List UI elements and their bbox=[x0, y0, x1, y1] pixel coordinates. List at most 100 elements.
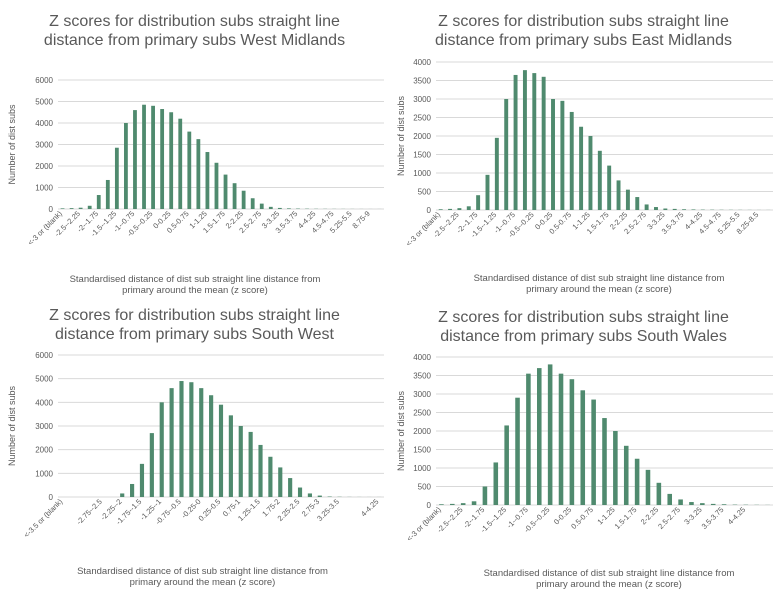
y-tick-label: 500 bbox=[418, 483, 432, 492]
x-tick-label: <-3 or (blank) bbox=[405, 505, 443, 543]
bar bbox=[560, 100, 565, 210]
bar bbox=[160, 109, 165, 209]
y-tick-label: 0 bbox=[427, 501, 432, 510]
bar bbox=[105, 179, 110, 209]
x-tick-label: 0.25-0.5 bbox=[197, 497, 223, 523]
bar bbox=[588, 136, 593, 210]
bar bbox=[448, 208, 453, 210]
bar bbox=[268, 206, 273, 209]
chart-east-midlands: Z scores for distribution subs straight … bbox=[389, 0, 778, 296]
y-tick-label: 2000 bbox=[35, 162, 53, 171]
bar bbox=[124, 123, 128, 209]
bar bbox=[278, 467, 283, 497]
y-tick-label: 2500 bbox=[413, 114, 431, 123]
bar bbox=[179, 381, 184, 497]
y-tick-label: 3000 bbox=[35, 141, 53, 150]
y-tick-label: 1500 bbox=[413, 151, 431, 160]
bar bbox=[277, 207, 282, 209]
bar bbox=[96, 195, 101, 209]
bar bbox=[476, 195, 481, 210]
bar bbox=[218, 404, 224, 497]
bar bbox=[532, 73, 537, 210]
y-tick-label: 1000 bbox=[413, 464, 431, 473]
x-tick-label: 3.5-3.75 bbox=[700, 505, 726, 531]
bar bbox=[60, 208, 65, 209]
y-tick-label: 1500 bbox=[413, 446, 431, 455]
y-tick-label: 0 bbox=[49, 493, 54, 502]
bar bbox=[307, 493, 312, 497]
bar bbox=[634, 458, 640, 505]
bar bbox=[450, 503, 455, 505]
bar bbox=[591, 399, 596, 505]
bar bbox=[597, 150, 602, 210]
bar bbox=[268, 456, 273, 497]
bar bbox=[151, 105, 155, 209]
bar bbox=[120, 493, 125, 497]
bar bbox=[258, 444, 263, 497]
bar bbox=[522, 70, 527, 210]
bar bbox=[515, 397, 520, 505]
y-tick-label: 1000 bbox=[35, 184, 53, 193]
bar bbox=[297, 487, 303, 497]
bar bbox=[133, 110, 137, 209]
bar bbox=[602, 418, 607, 505]
y-tick-label: 3500 bbox=[413, 77, 431, 86]
bar bbox=[663, 208, 668, 210]
bar bbox=[460, 503, 466, 505]
x-axis-title: Standardised distance of dist sub straig… bbox=[77, 566, 328, 588]
bar bbox=[78, 207, 83, 209]
y-tick-label: 4000 bbox=[413, 58, 431, 67]
y-tick-label: 1000 bbox=[413, 169, 431, 178]
bar bbox=[232, 183, 237, 209]
bar bbox=[625, 189, 630, 210]
x-axis-title: Standardised distance of dist sub straig… bbox=[473, 273, 725, 295]
bar bbox=[579, 126, 584, 210]
bar bbox=[494, 137, 499, 210]
bar bbox=[485, 174, 490, 210]
bar bbox=[654, 207, 658, 210]
y-tick-label: 5000 bbox=[35, 98, 53, 107]
bar bbox=[710, 503, 716, 505]
x-tick-label: 2.5-2.75 bbox=[656, 505, 682, 531]
y-tick-label: 5000 bbox=[35, 375, 53, 384]
bar bbox=[205, 152, 210, 209]
x-tick-label: 2.25-2.5 bbox=[276, 497, 302, 523]
bar bbox=[139, 463, 145, 497]
y-tick-label: 0 bbox=[427, 206, 432, 215]
chart-title: Z scores for distribution subs straight … bbox=[435, 13, 732, 49]
bar bbox=[196, 139, 201, 209]
chart-south-west: Z scores for distribution subs straight … bbox=[0, 296, 389, 591]
bar bbox=[580, 390, 586, 505]
y-tick-label: 3000 bbox=[35, 422, 53, 431]
chart-title: Z scores for distribution subs straight … bbox=[43, 13, 346, 49]
bar bbox=[493, 462, 499, 505]
bar bbox=[214, 162, 219, 209]
x-tick-label: 4-4.25 bbox=[726, 505, 747, 526]
bar bbox=[149, 433, 154, 497]
bar bbox=[69, 208, 74, 209]
x-tick-label: 1.5-1.75 bbox=[613, 505, 639, 531]
bar bbox=[569, 111, 574, 210]
bar bbox=[623, 445, 629, 505]
bar bbox=[551, 99, 555, 210]
y-tick-label: 2500 bbox=[413, 409, 431, 418]
bar bbox=[238, 426, 243, 497]
y-tick-label: 6000 bbox=[35, 76, 53, 85]
bar bbox=[228, 415, 233, 497]
bar bbox=[526, 373, 531, 505]
bar bbox=[607, 165, 612, 210]
x-tick-label: 0.5-0.75 bbox=[569, 505, 595, 531]
bar bbox=[613, 431, 618, 505]
x-tick-label: 3.25-3.5 bbox=[315, 497, 341, 523]
bar bbox=[700, 503, 705, 505]
y-axis-title: Number of dist subs bbox=[7, 385, 17, 466]
y-tick-label: 1000 bbox=[35, 469, 53, 478]
y-tick-label: 3500 bbox=[413, 372, 431, 381]
y-tick-label: 4000 bbox=[413, 353, 431, 362]
chart-west-midlands: Z scores for distribution subs straight … bbox=[0, 0, 389, 296]
x-axis-title: Standardised distance of dist sub straig… bbox=[69, 274, 321, 296]
bar bbox=[223, 174, 228, 209]
bar bbox=[721, 504, 727, 505]
bar bbox=[178, 118, 183, 209]
x-tick-label: <-3.5 or (blank) bbox=[22, 497, 65, 540]
